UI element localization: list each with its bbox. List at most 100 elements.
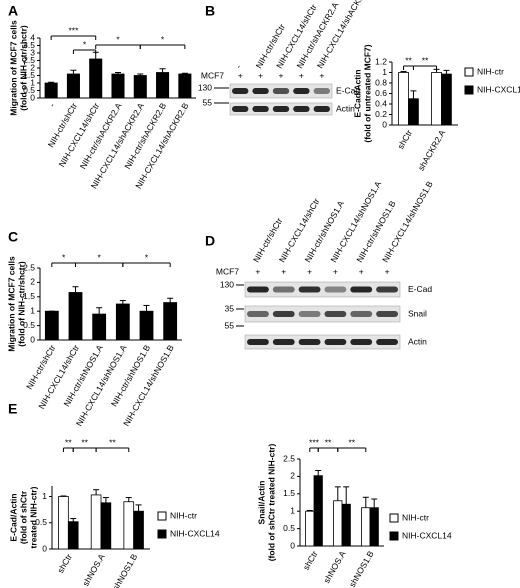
y-tick-label: 0 xyxy=(382,119,387,129)
blot-band xyxy=(272,106,290,112)
legend-swatch xyxy=(464,67,474,77)
legend-label: NIH-CXCL14 xyxy=(477,84,520,94)
treatment-label: MCF7 xyxy=(216,266,239,276)
blot-band xyxy=(272,88,290,94)
y-tick-label: 0.5 xyxy=(283,523,295,533)
error-bar xyxy=(60,495,67,497)
blot-band xyxy=(313,88,330,94)
error-bar xyxy=(96,307,103,315)
treatment-mark: + xyxy=(333,266,338,276)
y-tick-label: 0.4 xyxy=(375,98,387,108)
treatment-label: MCF7 xyxy=(201,70,224,80)
x-tick-label: shNOS.A xyxy=(321,549,348,585)
x-tick-label: - xyxy=(47,101,57,109)
blot-band xyxy=(247,311,269,317)
y-tick-label: 1 xyxy=(382,67,387,77)
treatment-mark: + xyxy=(279,70,284,80)
error-bar xyxy=(362,496,369,508)
y-axis-label: Migration of MCF7 cells xyxy=(8,20,18,116)
blot-band xyxy=(247,286,269,293)
marker-label: 35 xyxy=(225,303,235,313)
error-bar xyxy=(70,69,77,74)
bar xyxy=(58,496,69,550)
panel-label: D xyxy=(205,233,215,249)
error-bar xyxy=(159,68,166,73)
bar xyxy=(123,501,135,550)
treatment-mark: + xyxy=(359,266,364,276)
error-bar xyxy=(135,504,142,512)
significance: ** xyxy=(109,437,116,447)
y-tick-label: 0 xyxy=(30,334,35,344)
y-axis-label: (fold of shCtr xyxy=(18,490,28,544)
bar xyxy=(163,302,178,341)
panel-label: B xyxy=(205,3,215,19)
blot-band xyxy=(293,106,310,112)
error-bar xyxy=(115,72,121,74)
y-tick-label: 4 xyxy=(30,32,35,42)
bar xyxy=(431,72,442,126)
legend-swatch xyxy=(389,531,399,541)
panel-label: A xyxy=(8,3,18,19)
y-tick-label: 1 xyxy=(42,491,47,501)
blot-band xyxy=(324,339,347,345)
blot-band xyxy=(247,339,269,345)
blot-band xyxy=(324,311,347,317)
bar xyxy=(441,73,452,126)
blot-band xyxy=(272,339,295,345)
blot-band xyxy=(298,286,321,293)
band-label: Actin xyxy=(408,336,427,346)
y-axis-label: (fold of NIH-ctr/shctr) xyxy=(16,261,26,347)
treatment-mark: + xyxy=(281,266,286,276)
bar xyxy=(133,510,144,550)
blot-band xyxy=(350,286,373,293)
y-tick-label: 1.5 xyxy=(23,291,35,301)
legend-swatch xyxy=(157,529,167,539)
error-bar xyxy=(315,469,322,476)
blot-band xyxy=(313,106,330,112)
bar xyxy=(44,310,59,341)
y-tick-label: 3 xyxy=(30,47,35,57)
blot-band xyxy=(232,88,249,94)
y-tick-label: 1 xyxy=(30,305,35,315)
significance: *** xyxy=(68,25,79,35)
error-bar xyxy=(443,69,450,75)
significance: * xyxy=(98,252,102,262)
significance: ** xyxy=(81,437,88,447)
error-bar xyxy=(137,73,144,76)
bar xyxy=(133,75,147,99)
y-axis-label: (fold of shCtr treated NIH-ctr) xyxy=(266,444,276,562)
y-axis-label: Migration of MCF7 cells xyxy=(6,256,16,352)
bar xyxy=(408,98,419,126)
band-label: Snail xyxy=(408,308,427,318)
significance: ** xyxy=(348,437,355,447)
y-tick-label: 1 xyxy=(30,77,35,87)
treatment-mark: + xyxy=(319,70,324,80)
lane-label: - xyxy=(233,63,243,71)
blot-membrane xyxy=(244,305,401,323)
blot-band xyxy=(298,339,321,345)
bar xyxy=(90,494,102,550)
bar xyxy=(398,72,409,126)
lane-label: NIH-CXCL14/shNOS1.B xyxy=(380,179,435,264)
significance: *** xyxy=(309,437,320,447)
error-bar xyxy=(119,300,126,304)
blot-band xyxy=(252,106,269,112)
legend-swatch xyxy=(389,513,399,523)
treatment-mark: + xyxy=(307,266,312,276)
y-tick-label: 0.2 xyxy=(375,109,387,119)
blot-band xyxy=(350,339,373,345)
band-label: Actin xyxy=(336,103,355,113)
error-bar xyxy=(181,72,188,74)
bar xyxy=(156,72,170,99)
significance: * xyxy=(62,252,66,262)
error-bar xyxy=(400,70,407,73)
error-bar xyxy=(102,497,109,503)
legend-label: NIH-ctr xyxy=(402,512,429,522)
significance: * xyxy=(83,39,87,49)
bar xyxy=(67,521,79,550)
marker-label: 130 xyxy=(220,279,234,289)
bar xyxy=(111,73,125,99)
blot-band xyxy=(324,286,347,293)
y-axis-label: treated NIH-ctr) xyxy=(28,486,38,548)
band-label: E-Cad xyxy=(336,85,360,95)
